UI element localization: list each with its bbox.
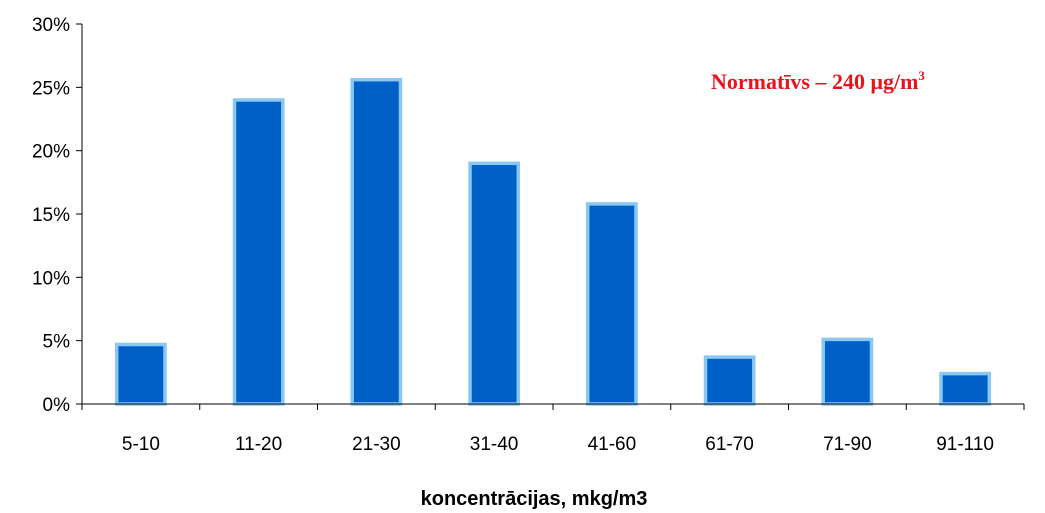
x-tick-label: 91-110 — [936, 434, 994, 455]
y-tick-label: 5% — [43, 332, 71, 353]
bar-11-20 — [232, 98, 285, 406]
x-tick-label: 5-10 — [122, 434, 160, 455]
bar-71-90 — [821, 337, 874, 406]
y-tick-label: 0% — [43, 395, 71, 416]
y-tick-label: 30% — [32, 15, 70, 36]
x-axis-title: koncentrācijas, mkg/m3 — [421, 488, 648, 510]
y-tick-label: 20% — [32, 142, 70, 163]
normative-annotation-superscript: 3 — [918, 68, 925, 83]
bar-41-60 — [585, 202, 638, 406]
bar-61-70 — [703, 355, 756, 406]
y-tick-label: 10% — [32, 268, 70, 289]
bar-91-110 — [939, 371, 992, 406]
x-tick-label: 41-60 — [588, 434, 637, 455]
y-tick-label: 25% — [32, 78, 70, 99]
labels-group: 0% 5% 10% 15% 20% 25% 30% 5-10 11-20 21-30 31-40 41… — [32, 15, 994, 455]
normative-annotation-text: Normatīvs – 240 μg/m — [711, 69, 918, 94]
x-tick-label: 11-20 — [235, 434, 282, 455]
bar-21-30 — [350, 77, 403, 406]
normative-annotation: Normatīvs – 240 μg/m3 — [711, 68, 925, 94]
x-tick-label: 71-90 — [823, 434, 872, 455]
x-tick-label: 21-30 — [352, 434, 401, 455]
bar-31-40 — [468, 161, 521, 406]
x-tick-label: 31-40 — [470, 434, 519, 455]
bars-group — [114, 77, 992, 406]
y-tick-label: 15% — [32, 205, 70, 226]
bar-5-10 — [114, 342, 167, 406]
x-tick-label: 61-70 — [705, 434, 754, 455]
axes-group — [76, 23, 1025, 410]
